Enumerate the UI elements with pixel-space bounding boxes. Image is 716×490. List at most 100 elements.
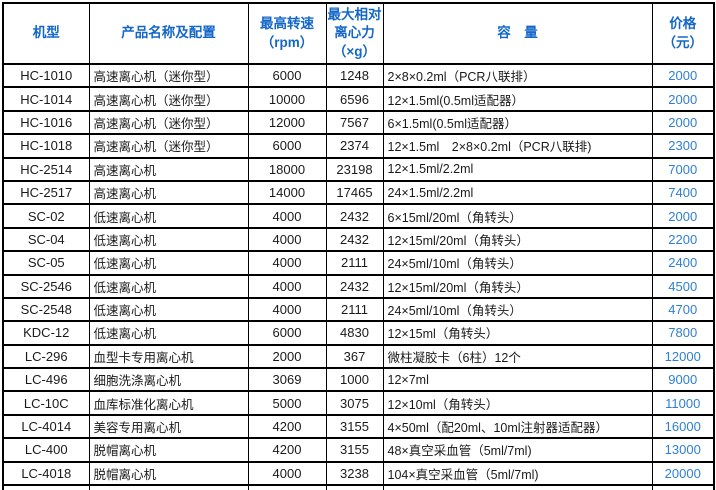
model-cell: HC-2514 [2,156,90,182]
max-rcf-cell: 2111 [325,250,384,276]
product-name-cell: 细胞洗涤离心机 [88,367,249,393]
price-cell: 2000 [651,109,715,136]
max-rcf-cell: 1248 [325,62,384,89]
col-header-product-name: 产品名称及配置 [88,2,249,65]
model-cell: SC-2548 [2,296,90,323]
price-cell: 11000 [651,390,715,416]
max-rcf-cell: 2111 [325,296,384,323]
capacity-cell: 2×8×0.2ml（PCR八联排） [382,62,653,89]
max-rcf-cell: 367 [325,343,384,370]
col-header-capacity: 容 量 [382,2,653,65]
model-cell: LC-400 [2,437,90,463]
max-rcf-cell: 3238 [325,460,384,487]
max-rcf-cell: 2432 [325,273,384,299]
product-name-cell: 血库标准化离心机 [88,390,249,416]
empty-cell [325,484,384,490]
price-cell: 9000 [651,367,715,393]
model-cell: SC-2546 [2,273,90,299]
model-cell: LC-4018 [2,460,90,487]
table-row: LC-296 血型卡专用离心机 2000 367 微柱凝胶卡（6柱）12个 12000 [2,343,715,370]
table-row: SC-02 低速离心机 4000 2432 6×15ml/20ml（角转头） 2000 [2,203,715,229]
table-row: LC-496 细胞洗涤离心机 3069 1000 12×7ml 9000 [2,367,715,393]
max-rcf-cell: 6596 [325,86,384,112]
capacity-cell: 12×15ml（角转头） [382,320,653,346]
empty-cell [88,484,249,490]
product-name-cell: 低速离心机 [88,226,249,253]
price-cell: 20000 [651,460,715,487]
model-cell: LC-296 [2,343,90,370]
empty-cell [382,484,653,490]
empty-cell [247,484,327,490]
product-name-cell: 美容专用离心机 [88,413,249,440]
max-speed-cell: 3069 [247,367,327,393]
capacity-cell: 12×15ml/20ml（角转头） [382,226,653,253]
price-cell: 4500 [651,273,715,299]
capacity-cell: 6×15ml/20ml（角转头） [382,203,653,229]
table-row: LC-4014 美容专用离心机 4200 3155 4×50ml（配20ml、10ml注… [2,413,715,440]
max-speed-cell: 10000 [247,86,327,112]
model-cell: SC-04 [2,226,90,253]
table-row: HC-1016 高速离心机（迷你型） 12000 7567 6×1.5ml(0.5ml适… [2,109,715,136]
capacity-cell: 12×1.5ml 2×8×0.2ml（PCR八联排) [382,133,653,159]
product-name-cell: 低速离心机 [88,320,249,346]
price-cell: 13000 [651,437,715,463]
product-name-cell: 脱帽离心机 [88,437,249,463]
model-cell: SC-05 [2,250,90,276]
capacity-cell: 24×5ml/10ml（角转头） [382,296,653,323]
col-header-model: 机型 [2,2,90,65]
max-speed-cell: 6000 [247,320,327,346]
product-name-cell: 低速离心机 [88,203,249,229]
max-rcf-cell: 17465 [325,179,384,206]
model-cell: LC-496 [2,367,90,393]
capacity-cell: 12×1.5ml/2.2ml [382,156,653,182]
empty-cell [2,484,90,490]
max-speed-cell: 4000 [247,273,327,299]
max-rcf-cell: 3155 [325,437,384,463]
price-cell: 2000 [651,203,715,229]
col-header-max-rcf: 最大相对 离心力 （×g） [325,2,384,65]
product-name-cell: 高速离心机（迷你型） [88,62,249,89]
capacity-cell: 24×1.5ml/2.2ml [382,179,653,206]
table-row: SC-2548 低速离心机 4000 2111 24×5ml/10ml（角转头） 4700 [2,296,715,323]
table-row: LC-4018 脱帽离心机 4000 3238 104×真空采血管（5ml/7ml) 20… [2,460,715,487]
max-speed-cell: 18000 [247,156,327,182]
model-cell: HC-1016 [2,109,90,136]
max-rcf-cell: 4830 [325,320,384,346]
max-speed-cell: 4000 [247,460,327,487]
max-speed-cell: 14000 [247,179,327,206]
capacity-cell: 6×1.5ml(0.5ml适配器） [382,109,653,136]
product-name-cell: 低速离心机 [88,296,249,323]
table-row: HC-1014 高速离心机（迷你型） 10000 6596 12×1.5ml(0.5ml… [2,86,715,112]
capacity-cell: 12×1.5ml(0.5ml适配器） [382,86,653,112]
table-body: HC-1010 高速离心机（迷你型） 6000 1248 2×8×0.2ml（PCR八联… [2,62,715,490]
model-cell: LC-10C [2,390,90,416]
capacity-cell: 24×5ml/10ml（角转头） [382,250,653,276]
product-name-cell: 低速离心机 [88,250,249,276]
max-speed-cell: 4000 [247,226,327,253]
model-cell: KDC-12 [2,320,90,346]
table-row: SC-04 低速离心机 4000 2432 12×15ml/20ml（角转头） 2200 [2,226,715,253]
table-row: HC-1018 高速离心机（迷你型） 6000 2374 12×1.5ml 2×8×0.… [2,133,715,159]
capacity-cell: 12×7ml [382,367,653,393]
price-cell: 2400 [651,250,715,276]
max-rcf-cell: 2374 [325,133,384,159]
product-name-cell: 高速离心机 [88,156,249,182]
table-row: SC-05 低速离心机 4000 2111 24×5ml/10ml（角转头） 2400 [2,250,715,276]
capacity-cell: 104×真空采血管（5ml/7ml) [382,460,653,487]
capacity-cell: 微柱凝胶卡（6柱）12个 [382,343,653,370]
product-name-cell: 高速离心机（迷你型） [88,86,249,112]
empty-cell [651,484,715,490]
model-cell: SC-02 [2,203,90,229]
price-cell: 2300 [651,133,715,159]
product-name-cell: 高速离心机（迷你型） [88,109,249,136]
table-row: HC-2514 高速离心机 18000 23198 12×1.5ml/2.2ml 7000 [2,156,715,182]
capacity-cell: 48×真空采血管（5ml/7ml) [382,437,653,463]
product-name-cell: 血型卡专用离心机 [88,343,249,370]
max-speed-cell: 4000 [247,250,327,276]
model-cell: HC-2517 [2,179,90,206]
price-cell: 12000 [651,343,715,370]
max-rcf-cell: 2432 [325,226,384,253]
max-rcf-cell: 3075 [325,390,384,416]
